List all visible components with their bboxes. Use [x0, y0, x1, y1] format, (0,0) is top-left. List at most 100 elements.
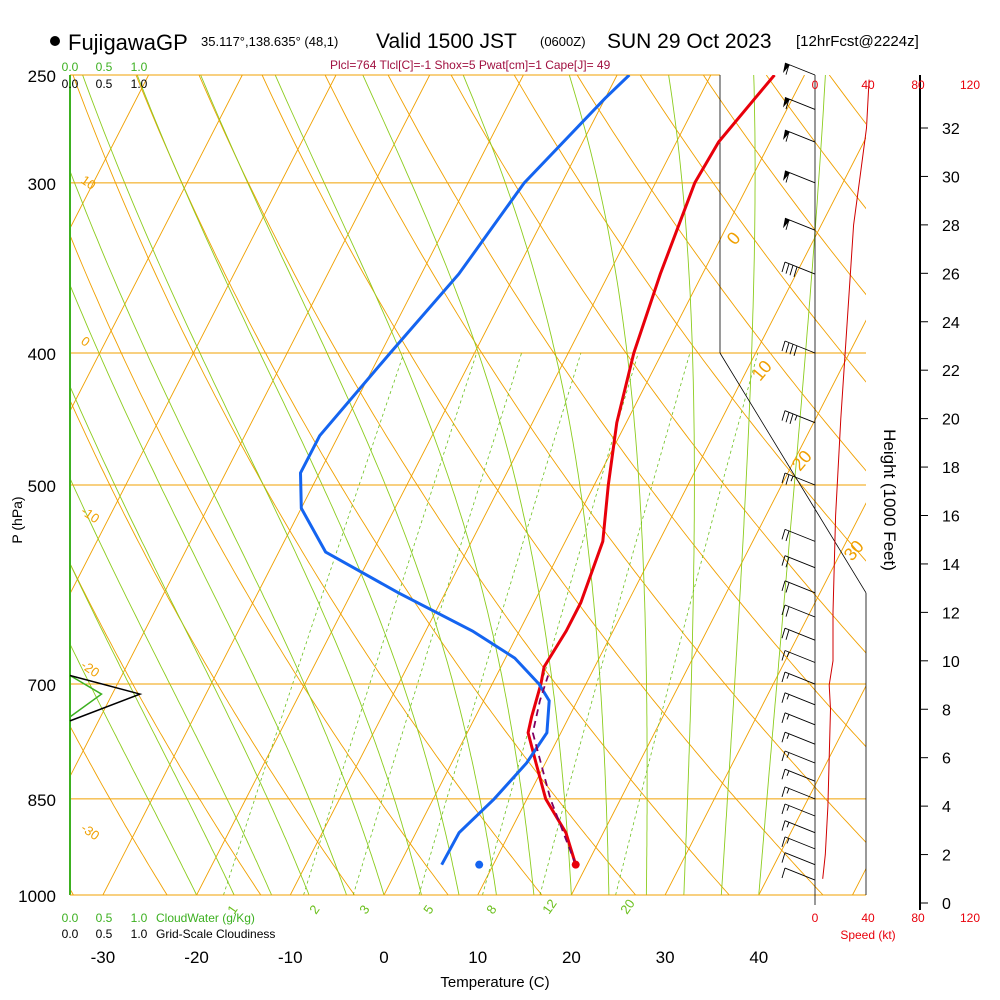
dry-adiabat-line	[387, 75, 866, 748]
dry-adiabat-line	[513, 75, 866, 562]
wind-barb-tick	[785, 629, 790, 640]
dry-adiabat-label: 0	[78, 333, 93, 349]
wind-barb-tick	[781, 803, 786, 815]
mixing-ratio-label: 5	[420, 902, 436, 917]
height-tick-label: 6	[942, 751, 951, 768]
plot-frame	[69, 75, 921, 910]
wind-barb-tick	[789, 265, 794, 276]
wind-speed-profile	[822, 79, 870, 879]
cloudiness-tick-label-top: 0.0	[62, 77, 79, 91]
wind-barbs	[781, 62, 816, 881]
dry-adiabat-line	[70, 725, 168, 895]
dry-adiabat-line	[639, 75, 866, 383]
height-axis-label: Height (1000 Feet)	[880, 429, 899, 571]
surface-temperature-point	[571, 860, 580, 869]
dewpoint-profile-line	[298, 75, 631, 866]
wind-barb-half-tick	[786, 788, 790, 794]
station-name: FujigawaGP	[68, 30, 188, 55]
cloud-water-line	[69, 674, 103, 718]
parcel-profile-line	[531, 675, 577, 866]
height-tick-label: 24	[942, 315, 960, 332]
speed-tick-label-bottom: 80	[911, 911, 925, 925]
height-tick-label: 2	[942, 848, 951, 865]
dry-adiabat-line	[198, 75, 730, 895]
height-tick-label: 26	[942, 266, 960, 283]
moist-adiabat-lines	[70, 75, 826, 895]
wind-barb-tick	[785, 263, 790, 274]
isotherm-line	[70, 75, 149, 230]
wind-barb	[784, 650, 816, 663]
isotherm-line	[664, 502, 866, 895]
isotherm-line	[946, 75, 1000, 895]
wind-barb	[784, 692, 816, 706]
moist-adiabat-line	[70, 477, 273, 895]
forecast-info: [12hrFcst@2224z]	[796, 33, 919, 50]
dry-adiabat-line	[324, 75, 866, 844]
wind-barb-half-tick	[786, 770, 790, 776]
dry-adiabat-line	[261, 75, 824, 895]
cloudwater-label: CloudWater (g/Kg)	[156, 911, 255, 925]
moist-adiabat-label: 30	[840, 536, 868, 564]
dry-adiabat-line	[450, 75, 866, 654]
mixing-ratio-line	[303, 352, 477, 895]
pressure-tick-label: 700	[28, 676, 56, 695]
temperature-tick-label: -20	[184, 948, 209, 967]
mixing-ratio-label: 8	[483, 902, 499, 917]
wind-barb-tick	[781, 628, 786, 639]
pressure-tick-label: 250	[28, 67, 56, 86]
speed-tick-label-bottom: 120	[960, 911, 980, 925]
moist-adiabat-line	[462, 75, 610, 895]
dry-adiabat-line	[72, 75, 543, 895]
speed-tick-label-top: 80	[911, 78, 925, 92]
wind-barb-tick	[785, 64, 790, 75]
wind-barb	[784, 852, 816, 866]
parcel-info: Plcl=764 Tlcl[C]=-1 Shox=5 Pwat[cm]=1 Ca…	[330, 58, 611, 72]
station-marker-icon	[50, 36, 60, 46]
wind-barb-tick	[781, 836, 786, 848]
mixing-ratio-line	[223, 352, 405, 895]
dry-adiabat-line	[576, 75, 866, 472]
height-tick-label: 10	[942, 654, 960, 671]
wind-barb-half-tick	[790, 476, 794, 482]
temperature-profile-line	[526, 75, 776, 866]
dry-adiabat-label: -10	[78, 503, 102, 526]
wind-barb-flag	[783, 97, 790, 108]
wind-barb-tick	[781, 340, 786, 352]
wind-barb-tick	[785, 131, 790, 142]
temperature-tick-label: -10	[278, 948, 303, 967]
wind-barb-tick	[785, 530, 790, 542]
wind-barb-half-tick	[786, 805, 790, 811]
height-tick-label: 4	[942, 799, 951, 816]
wind-barb-tick	[781, 555, 786, 566]
cloudiness-tick-label-top: 1.0	[131, 77, 148, 91]
pressure-tick-label: 400	[28, 345, 56, 364]
wind-barb-tick	[781, 650, 786, 661]
height-tick-label: 14	[942, 557, 960, 574]
temperature-tick-label: 20	[562, 948, 581, 967]
wind-barb-tick	[785, 219, 790, 230]
valid-time: Valid 1500 JST	[376, 30, 517, 53]
height-tick-label: 18	[942, 460, 960, 477]
wind-barb-half-tick	[786, 752, 790, 758]
pressure-tick-label: 300	[28, 175, 56, 194]
speed-tick-label-top: 120	[960, 78, 980, 92]
speed-tick-label-top: 40	[861, 78, 875, 92]
cloudiness-tick-label-bottom: 0.0	[62, 927, 79, 941]
wind-barb-tick	[781, 410, 786, 421]
wind-barb	[784, 472, 816, 486]
wind-barb-tick	[781, 692, 786, 703]
moist-adiabat-line	[82, 75, 422, 895]
moist-adiabat-label: 0	[723, 228, 745, 249]
moist-adiabat-line	[568, 75, 648, 895]
sounding-profiles	[298, 75, 776, 869]
moist-adiabat-line	[70, 643, 198, 895]
temperature-tick-label: 30	[656, 948, 675, 967]
mixing-ratio-label: 2	[306, 902, 322, 917]
isotherm-line	[70, 75, 243, 412]
wind-speed-line	[822, 79, 870, 879]
moist-adiabat-line	[70, 283, 347, 895]
cloudwater-tick-label-bottom: 0.0	[62, 911, 79, 925]
wind-barb	[784, 340, 816, 354]
dry-adiabat-line	[70, 562, 262, 895]
